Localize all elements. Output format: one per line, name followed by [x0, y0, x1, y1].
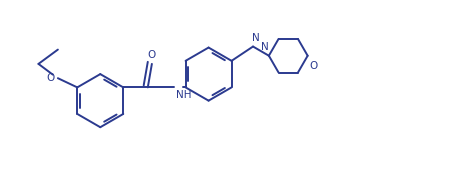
Text: O: O	[309, 61, 318, 71]
Text: O: O	[148, 50, 156, 60]
Text: N: N	[252, 33, 260, 44]
Text: N: N	[260, 42, 268, 52]
Text: O: O	[46, 73, 54, 83]
Text: NH: NH	[176, 90, 191, 100]
